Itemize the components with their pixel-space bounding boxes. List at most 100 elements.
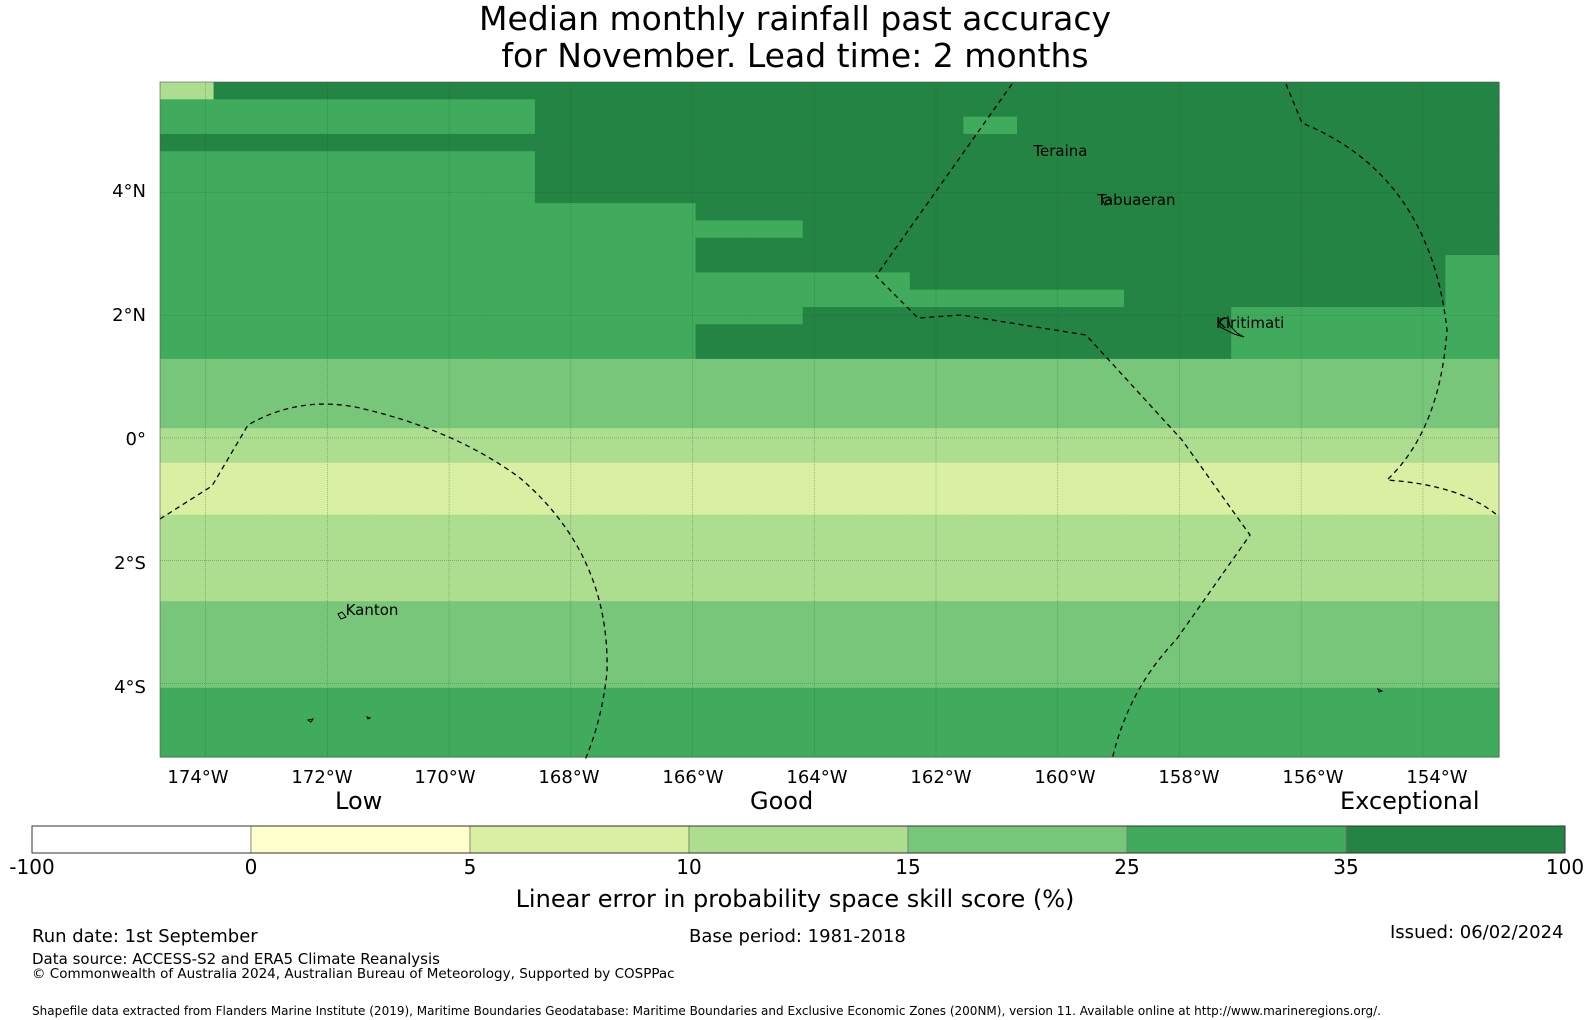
skill-cell [1445, 601, 1500, 620]
skill-cell [374, 376, 429, 395]
skill-cell [374, 480, 429, 498]
skill-cell [374, 341, 429, 360]
skill-cell [427, 376, 482, 395]
skill-cell [909, 220, 964, 239]
skill-cell [1284, 514, 1339, 533]
skill-cell [1445, 635, 1500, 654]
skill-cell [1338, 133, 1393, 152]
skill-cell [160, 376, 215, 395]
x-tick-label: 154°W [1406, 767, 1468, 788]
skill-cell [1070, 324, 1125, 343]
skill-cell [267, 289, 322, 308]
skill-cell [909, 445, 964, 464]
skill-cell [1445, 653, 1500, 672]
skill-cell [1445, 532, 1500, 550]
skill-cell [534, 428, 590, 447]
skill-cell [1391, 705, 1447, 723]
skill-cell [963, 393, 1018, 412]
skill-cell [802, 99, 857, 118]
skill-cell [1338, 549, 1393, 568]
skill-cell [534, 635, 590, 654]
skill-cell [213, 705, 268, 723]
skill-cell [267, 722, 322, 741]
skill-cell [374, 705, 429, 723]
skill-cell [1284, 168, 1339, 187]
skill-cell [802, 601, 857, 620]
skill-cell [213, 566, 268, 585]
skill-cell [695, 255, 750, 273]
skill-cell [1284, 618, 1339, 637]
colorbar-frame [31, 825, 1566, 854]
skill-cell [856, 82, 911, 100]
skill-cell [320, 341, 375, 360]
skill-cell [267, 220, 322, 239]
skill-cell [267, 739, 322, 758]
skill-cell [1124, 168, 1179, 187]
skill-cell [963, 203, 1018, 222]
skill-cell [1284, 635, 1339, 654]
skill-cell [534, 566, 590, 585]
skill-cell [588, 462, 643, 481]
skill-cell [588, 566, 643, 585]
skill-cell [1391, 237, 1447, 256]
skill-cell [1338, 514, 1393, 533]
skill-cell [909, 705, 964, 723]
skill-cell [1016, 583, 1072, 602]
skill-cell [642, 255, 697, 273]
skill-cell [749, 99, 804, 118]
skill-cell [1016, 133, 1072, 152]
skill-cell [1231, 566, 1286, 585]
skill-cell [481, 307, 536, 325]
skill-cell [1338, 670, 1393, 689]
skill-cell [1124, 255, 1179, 273]
skill-cell [1338, 185, 1393, 204]
colorbar-tick-label: 0 [244, 855, 258, 879]
skill-cell [481, 566, 536, 585]
skill-cell [534, 237, 590, 256]
skill-cell [1016, 653, 1072, 672]
skill-cell [695, 307, 750, 325]
skill-cell [374, 116, 429, 135]
skill-cell [909, 255, 964, 273]
skill-cell [1284, 549, 1339, 568]
skill-cell [749, 203, 804, 222]
skill-cell [695, 514, 750, 533]
skill-cell [481, 722, 536, 741]
skill-cell [749, 480, 804, 498]
skill-cell [749, 116, 804, 135]
skill-cell [909, 307, 964, 325]
skill-cell [1445, 566, 1500, 585]
skill-cell [160, 289, 215, 308]
skill-cell [963, 462, 1018, 481]
skill-cell [160, 168, 215, 187]
skill-cell [1338, 220, 1393, 239]
skill-cell [427, 393, 482, 412]
skill-cell [213, 237, 268, 256]
skill-cell [427, 635, 482, 654]
skill-cell [588, 739, 643, 758]
skill-cell [481, 601, 536, 620]
colorbar-label: Linear error in probability space skill … [515, 885, 1075, 913]
skill-cell [749, 289, 804, 308]
skill-cell [1070, 393, 1125, 412]
skill-cell [160, 358, 215, 377]
skill-cell [213, 307, 268, 325]
skill-cell [1391, 376, 1447, 395]
skill-cell [1124, 307, 1179, 325]
skill-cell [1231, 255, 1286, 273]
skill-cell [1231, 168, 1286, 187]
skill-cell [1231, 289, 1286, 308]
skill-cell [963, 168, 1018, 187]
colorbar-tick-label: -100 [9, 855, 55, 879]
skill-cell [642, 324, 697, 343]
skill-cell [1016, 705, 1072, 723]
skill-cell [749, 341, 804, 360]
skill-cell [534, 549, 590, 568]
skill-cell [320, 220, 375, 239]
skill-cell [642, 376, 697, 395]
skill-cell [160, 635, 215, 654]
eez-boundaries [159, 83, 1498, 761]
skill-cell [856, 289, 911, 308]
skill-cell [320, 722, 375, 741]
island-small-3 [1377, 688, 1384, 693]
